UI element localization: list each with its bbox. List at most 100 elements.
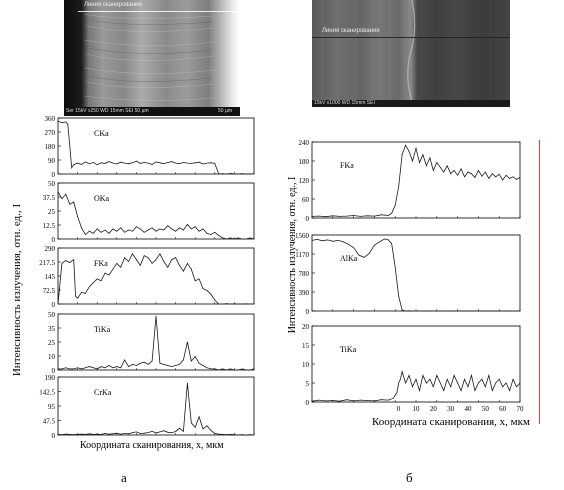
data-point (234, 238, 235, 240)
data-point (505, 310, 507, 312)
series-line-AlKa (311, 238, 520, 312)
y-tick-label: 142.5 (39, 389, 55, 397)
scan-line-label-a: Линия сканирования (84, 2, 142, 8)
data-point (484, 386, 486, 388)
data-point (332, 400, 334, 401)
data-point (230, 303, 231, 305)
data-point (183, 359, 184, 361)
y-tick-label: 0 (52, 301, 56, 309)
data-point (69, 203, 71, 205)
data-point (234, 434, 235, 436)
data-point (183, 162, 184, 163)
data-point (488, 178, 490, 179)
data-point (443, 171, 445, 173)
data-point (237, 237, 239, 239)
y-tick-label: 0 (52, 367, 56, 375)
data-point (183, 229, 184, 231)
data-point (453, 170, 455, 171)
data-point (143, 162, 145, 163)
data-point (120, 161, 122, 163)
data-point (474, 177, 476, 178)
series-line-CrKa (57, 383, 255, 436)
data-point (202, 163, 204, 165)
data-point (512, 176, 514, 178)
data-point (81, 292, 82, 293)
data-point (65, 260, 67, 261)
ylabel-b: Интенсивность излучения, отн. ед., I (287, 176, 298, 334)
data-point (443, 310, 445, 312)
data-point (124, 231, 125, 233)
sem-texture-a (83, 13, 217, 101)
data-point (453, 375, 455, 376)
data-point (69, 145, 71, 147)
data-point (96, 278, 98, 280)
data-point (75, 295, 76, 297)
y-tick-label: 60 (302, 196, 310, 204)
data-point (163, 364, 165, 365)
data-point (214, 368, 216, 370)
data-point (415, 147, 417, 149)
data-point (128, 163, 130, 165)
data-point (89, 286, 90, 287)
data-point (457, 310, 458, 312)
data-point (77, 162, 78, 164)
data-point (155, 259, 157, 260)
data-point (143, 432, 145, 434)
data-point (132, 253, 133, 255)
data-point (155, 161, 157, 163)
data-point (136, 365, 137, 366)
data-point (398, 296, 400, 297)
data-point (194, 356, 196, 357)
data-point (151, 263, 153, 264)
data-point (218, 235, 220, 237)
data-point (89, 433, 90, 435)
data-point (237, 434, 239, 436)
data-point (429, 157, 431, 159)
data-point (187, 263, 188, 264)
series-label-CrKa: CrKa (94, 388, 112, 397)
data-point (167, 266, 169, 268)
data-point (400, 170, 401, 171)
data-point (163, 261, 165, 262)
data-point (241, 238, 243, 240)
data-point (405, 144, 406, 146)
y-tick-label: 217.5 (39, 259, 55, 267)
data-point (167, 162, 169, 163)
data-point (379, 241, 380, 243)
data-point (81, 227, 82, 229)
data-point (353, 215, 354, 216)
data-point (147, 162, 149, 164)
y-tick-label: 90 (48, 157, 56, 165)
data-point (112, 367, 114, 369)
chart-frame (57, 117, 255, 175)
data-point (505, 382, 507, 384)
chart-a-CrKa: 190 142.5 95 47.5 0 CrKa (39, 374, 255, 440)
data-point (116, 263, 118, 264)
y-tick-label: 37.5 (43, 194, 56, 202)
data-point (471, 310, 472, 312)
data-point (194, 280, 196, 282)
data-point (311, 240, 313, 241)
chart-b-FKa: 240 180 120 60 0 FKa (299, 139, 521, 223)
data-point (167, 431, 169, 433)
chart-frame (311, 141, 521, 219)
chart-b-AlKa: 1560 1170 780 390 0 AlKa (295, 232, 521, 316)
data-point (77, 216, 78, 218)
data-point (187, 382, 188, 384)
data-point (69, 434, 71, 435)
data-point (226, 173, 228, 175)
data-point (446, 165, 448, 167)
scan-line-a (78, 11, 240, 12)
chart-a-OKa: 50 37.5 25 12.5 0 OKa (43, 180, 255, 244)
data-point (139, 362, 141, 364)
data-point (318, 399, 320, 401)
data-point (151, 164, 153, 165)
data-point (408, 151, 410, 152)
data-point (210, 162, 212, 164)
data-point (380, 214, 382, 216)
data-point (245, 303, 247, 305)
chart-a-TiKa: 50 35 25 10 0 TiKa (48, 311, 255, 375)
data-point (92, 282, 94, 284)
series-label-TiKa: TiKa (94, 325, 111, 334)
data-point (143, 231, 145, 233)
